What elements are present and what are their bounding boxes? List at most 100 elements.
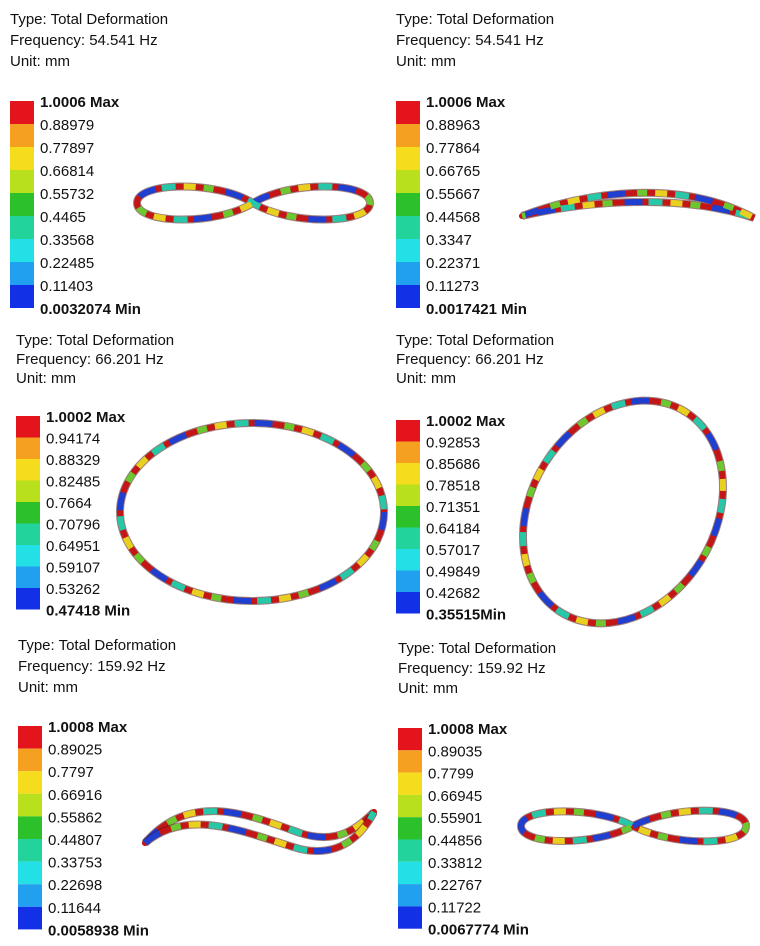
legend-label: 0.33812 bbox=[428, 855, 482, 872]
legend-label: 0.70796 bbox=[46, 516, 100, 533]
panel-unit: Unit: mm bbox=[18, 679, 78, 696]
legend-swatch bbox=[398, 728, 422, 751]
legend-swatch bbox=[18, 839, 42, 862]
legend-swatch bbox=[396, 570, 420, 592]
legend-swatch bbox=[10, 124, 34, 147]
legend-swatch bbox=[18, 793, 42, 817]
legend-label: 0.7664 bbox=[46, 495, 92, 512]
legend-label: 0.57017 bbox=[426, 542, 480, 559]
legend-label: 1.0006 Max bbox=[426, 94, 506, 111]
panel-type: Type: Total Deformation bbox=[16, 332, 174, 349]
legend-swatch bbox=[398, 861, 422, 885]
legend-label: 0.0032074 Min bbox=[40, 301, 141, 318]
legend-swatch bbox=[16, 437, 40, 459]
legend-swatch bbox=[396, 527, 420, 549]
legend-swatch bbox=[10, 101, 34, 124]
legend-label: 0.77897 bbox=[40, 140, 94, 157]
legend-label: 0.22371 bbox=[426, 255, 480, 272]
legend-swatch bbox=[10, 239, 34, 262]
legend-label: 0.66945 bbox=[428, 788, 482, 805]
legend-label: 0.55901 bbox=[428, 810, 482, 827]
legend-swatch bbox=[10, 285, 34, 308]
panel-frequency: Frequency: 54.541 Hz bbox=[396, 32, 544, 49]
legend-label: 0.47418 Min bbox=[46, 602, 130, 619]
legend-label: 0.33568 bbox=[40, 232, 94, 249]
legend-swatch bbox=[10, 170, 34, 193]
legend-swatch bbox=[398, 750, 422, 773]
panel-unit: Unit: mm bbox=[398, 680, 458, 697]
legend-label: 0.55667 bbox=[426, 186, 480, 203]
legend-label: 0.7797 bbox=[48, 764, 94, 781]
legend-swatch bbox=[396, 193, 420, 216]
legend-label: 0.35515Min bbox=[426, 606, 506, 623]
legend-swatch bbox=[396, 147, 420, 170]
legend-label: 0.89025 bbox=[48, 742, 102, 759]
panel-type: Type: Total Deformation bbox=[18, 637, 176, 654]
legend-label: 0.44856 bbox=[428, 832, 482, 849]
legend-label: 0.66814 bbox=[40, 163, 94, 180]
result-panel: Type: Total Deformation Frequency: 66.201… bbox=[16, 332, 174, 619]
legend-swatch bbox=[398, 839, 422, 862]
legend-swatch bbox=[10, 216, 34, 239]
legend-swatch bbox=[398, 817, 422, 840]
legend-label: 0.77864 bbox=[426, 140, 480, 157]
panel-unit: Unit: mm bbox=[396, 53, 456, 70]
legend-swatch bbox=[16, 502, 40, 524]
legend-label: 0.11644 bbox=[48, 900, 101, 917]
legend-label: 0.88963 bbox=[426, 117, 480, 134]
panel-type: Type: Total Deformation bbox=[396, 11, 554, 28]
legend-label: 0.66765 bbox=[426, 163, 480, 180]
legend-swatch bbox=[16, 459, 40, 481]
result-panel: Type: Total Deformation Frequency: 54.541… bbox=[396, 11, 554, 318]
legend-label: 0.33753 bbox=[48, 855, 102, 872]
legend-swatch bbox=[10, 147, 34, 170]
legend-swatch bbox=[396, 285, 420, 308]
legend-label: 0.0067774 Min bbox=[428, 922, 529, 939]
result-panel: Type: Total Deformation Frequency: 159.92… bbox=[18, 637, 176, 939]
panel-frequency: Frequency: 159.92 Hz bbox=[18, 658, 166, 675]
legend-swatch bbox=[398, 906, 422, 929]
legend-label: 0.82485 bbox=[46, 473, 100, 490]
legend-swatch bbox=[396, 239, 420, 262]
legend-label: 0.64184 bbox=[426, 520, 480, 537]
legend-swatch bbox=[396, 506, 420, 528]
result-panel: Type: Total Deformation Frequency: 159.92… bbox=[398, 640, 556, 939]
legend-label: 0.22698 bbox=[48, 877, 102, 894]
legend-swatch bbox=[16, 588, 40, 610]
legend-label: 0.71351 bbox=[426, 499, 480, 516]
legend-label: 0.11273 bbox=[426, 278, 479, 295]
legend-swatch bbox=[16, 480, 40, 502]
deformed-shape bbox=[137, 186, 370, 219]
legend-swatch bbox=[396, 549, 420, 571]
legend-swatch bbox=[398, 794, 422, 818]
legend-label: 0.11403 bbox=[40, 278, 93, 295]
legend-swatch bbox=[18, 906, 42, 930]
result-panel: Type: Total Deformation Frequency: 66.201… bbox=[396, 332, 554, 623]
legend-swatch bbox=[396, 101, 420, 124]
legend-swatch bbox=[396, 484, 420, 506]
legend-label: 0.44807 bbox=[48, 832, 102, 849]
legend-swatch bbox=[16, 545, 40, 567]
legend-label: 0.88979 bbox=[40, 117, 94, 134]
legend-label: 0.44568 bbox=[426, 209, 480, 226]
legend-swatch bbox=[18, 884, 42, 907]
legend-swatch bbox=[18, 726, 42, 749]
panel-type: Type: Total Deformation bbox=[398, 640, 556, 657]
legend-label: 0.4465 bbox=[40, 209, 86, 226]
legend-label: 0.7799 bbox=[428, 766, 474, 783]
legend-label: 0.89035 bbox=[428, 743, 482, 760]
legend-label: 0.94174 bbox=[46, 430, 100, 447]
panel-frequency: Frequency: 66.201 Hz bbox=[396, 351, 544, 368]
legend-label: 0.92853 bbox=[426, 434, 480, 451]
panel-unit: Unit: mm bbox=[396, 370, 456, 387]
legend-swatch bbox=[396, 216, 420, 239]
legend-swatch bbox=[396, 170, 420, 193]
legend-label: 1.0008 Max bbox=[48, 719, 128, 736]
legend-swatch bbox=[396, 592, 420, 614]
legend-swatch bbox=[18, 816, 42, 839]
legend-swatch bbox=[18, 748, 42, 772]
legend-label: 0.66916 bbox=[48, 787, 102, 804]
result-panel: Type: Total Deformation Frequency: 54.541… bbox=[10, 11, 168, 318]
